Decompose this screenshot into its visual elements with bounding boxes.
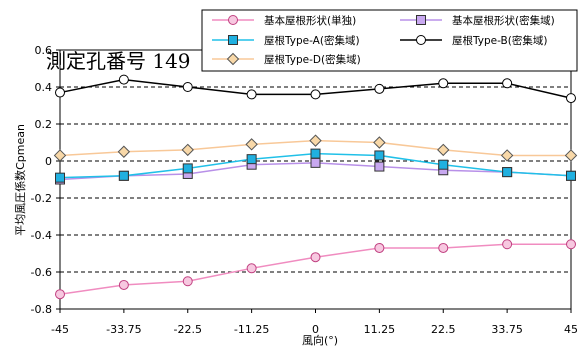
- series-lines: [53, 74, 578, 300]
- data-point: [437, 143, 450, 157]
- x-tick-label: 0: [312, 323, 319, 336]
- data-point: [438, 159, 449, 170]
- legend-marker: [226, 52, 240, 66]
- data-point: [502, 167, 513, 178]
- data-point: [182, 163, 193, 174]
- data-point: [246, 263, 257, 274]
- series-4: [53, 134, 578, 162]
- x-tick-label: -33.75: [106, 323, 141, 336]
- data-point: [55, 87, 65, 98]
- legend-label: 屋根Type-B(密集域): [452, 34, 547, 47]
- y-tick-label: -0.2: [31, 192, 52, 205]
- data-point: [566, 93, 576, 104]
- legend-entry-4: 屋根Type-D(密集域): [212, 52, 361, 66]
- y-tick-label: 0: [45, 155, 52, 168]
- plot-area-frame: [59, 49, 572, 310]
- data-point: [118, 74, 129, 85]
- legend-entry-2: 屋根Type-A(密集域): [212, 34, 360, 47]
- x-axis-title: 風向(°): [302, 333, 338, 347]
- data-point: [309, 134, 322, 147]
- data-point: [310, 89, 321, 100]
- data-point: [246, 89, 257, 100]
- legend-label: 基本屋根形状(密集域): [452, 14, 555, 27]
- y-tick-label: -0.8: [31, 303, 52, 316]
- series-0: [55, 239, 576, 300]
- data-point: [374, 150, 385, 161]
- legend-marker: [416, 15, 426, 25]
- series-2: [55, 148, 576, 183]
- data-point: [246, 154, 257, 165]
- legend-label: 屋根Type-D(密集域): [264, 53, 361, 66]
- legend-marker: [228, 15, 238, 25]
- x-tick-label: -22.5: [174, 323, 202, 336]
- y-tick-label: -0.6: [31, 266, 52, 279]
- data-point: [502, 78, 513, 89]
- data-point: [438, 242, 449, 253]
- data-point: [117, 145, 131, 158]
- legend-marker: [228, 35, 238, 45]
- data-point: [182, 82, 193, 92]
- data-point: [53, 149, 67, 162]
- series-3: [55, 74, 576, 104]
- y-tick-label: 0.4: [35, 81, 53, 94]
- data-point: [310, 148, 321, 159]
- legend: 基本屋根形状(単独) 基本屋根形状(密集域) 屋根Type-A(密集域) 屋根Type…: [201, 9, 578, 72]
- data-point: [181, 143, 194, 157]
- legend-label: 屋根Type-A(密集域): [264, 34, 360, 47]
- data-point: [566, 239, 576, 250]
- legend-marker: [416, 35, 426, 45]
- data-point: [55, 172, 65, 183]
- legend-label: 基本屋根形状(単独): [264, 14, 356, 27]
- data-point: [564, 149, 578, 162]
- x-tick-label: 45: [564, 323, 578, 336]
- legend-box: [201, 9, 578, 72]
- data-point: [118, 170, 129, 181]
- legend-entry-3: 屋根Type-B(密集域): [400, 34, 547, 47]
- data-point: [566, 170, 576, 181]
- x-tick-label: 11.25: [364, 323, 396, 336]
- legend-entry-0: 基本屋根形状(単独): [212, 14, 356, 27]
- y-axis-ticks: -0.8 -0.6 -0.4 -0.2 0 0.2 0.4 0.6: [31, 44, 60, 316]
- data-point: [55, 289, 65, 300]
- data-point: [118, 279, 129, 290]
- data-point: [502, 239, 513, 250]
- y-tick-label: 0.6: [35, 44, 53, 57]
- data-point: [310, 157, 321, 168]
- x-tick-label: 33.75: [491, 323, 523, 336]
- x-axis-ticks: -45 -33.75 -22.5 -11.25 0 11.25 22.5 33.75 45: [51, 309, 578, 336]
- y-axis-title: 平均風圧係数Cpmean: [14, 124, 27, 236]
- data-point: [182, 276, 193, 287]
- y-tick-label: -0.4: [31, 229, 52, 242]
- y-tick-label: 0.2: [35, 118, 53, 131]
- data-point: [245, 138, 258, 151]
- legend-entry-1: 基本屋根形状(密集域): [400, 14, 555, 27]
- data-point: [374, 242, 385, 253]
- data-point: [310, 252, 321, 263]
- data-point: [373, 136, 386, 149]
- x-tick-label: -45: [51, 323, 69, 336]
- data-point: [374, 83, 385, 94]
- data-point: [438, 78, 449, 89]
- chart-title: 測定孔番号 149: [46, 49, 191, 73]
- x-tick-label: -11.25: [234, 323, 269, 336]
- data-point: [500, 149, 514, 162]
- x-tick-label: 22.5: [431, 323, 456, 336]
- data-point: [374, 161, 385, 172]
